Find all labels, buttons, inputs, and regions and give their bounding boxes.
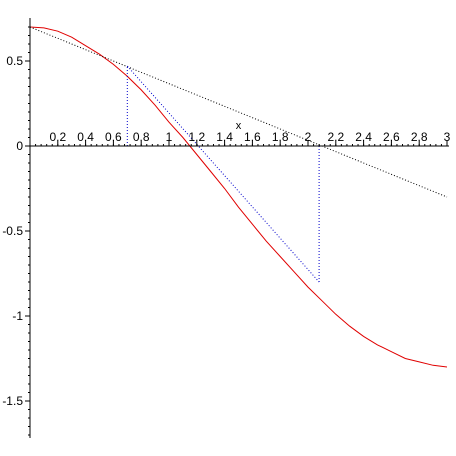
x-tick-label: 2.4 bbox=[355, 130, 372, 144]
x-tick-label: 1.6 bbox=[244, 130, 261, 144]
x-tick-label: 0.2 bbox=[49, 130, 66, 144]
x-tick-label: 2 bbox=[305, 130, 312, 144]
y-tick-label: 0.5 bbox=[6, 54, 23, 68]
x-tick-label: 2.6 bbox=[383, 130, 400, 144]
labels-layer: 0.2 0.4 0.6 0.8 1 1.2 1.4 1.6 1.8 2 2.2 2.4 2.6 2.8 3 0… bbox=[2, 54, 450, 408]
y-tick-label: -1 bbox=[12, 309, 23, 323]
series-line-1 bbox=[29, 26, 448, 198]
x-tick-label: 0.6 bbox=[105, 130, 122, 144]
y-tick-label: -0.5 bbox=[2, 224, 23, 238]
series-line-0 bbox=[29, 26, 448, 368]
x-tick-label: 1.4 bbox=[216, 130, 233, 144]
x-tick-label: 2.2 bbox=[327, 130, 344, 144]
x-tick-label: 1.8 bbox=[272, 130, 289, 144]
x-tick-label: 0.4 bbox=[77, 130, 94, 144]
series-line-2 bbox=[126, 65, 320, 283]
x-tick-label: 0.8 bbox=[133, 130, 150, 144]
x-tick-label: 1 bbox=[166, 130, 173, 144]
y-tick-label: -1.5 bbox=[2, 394, 23, 408]
series-layer bbox=[29, 26, 448, 368]
x-tick-label: 1.2 bbox=[188, 130, 205, 144]
x-axis-label: x bbox=[236, 120, 242, 132]
y-tick-label: 0 bbox=[16, 139, 23, 153]
x-tick-label: 2.8 bbox=[411, 130, 428, 144]
axes-layer bbox=[25, 18, 449, 438]
x-tick-label: 3 bbox=[444, 130, 451, 144]
